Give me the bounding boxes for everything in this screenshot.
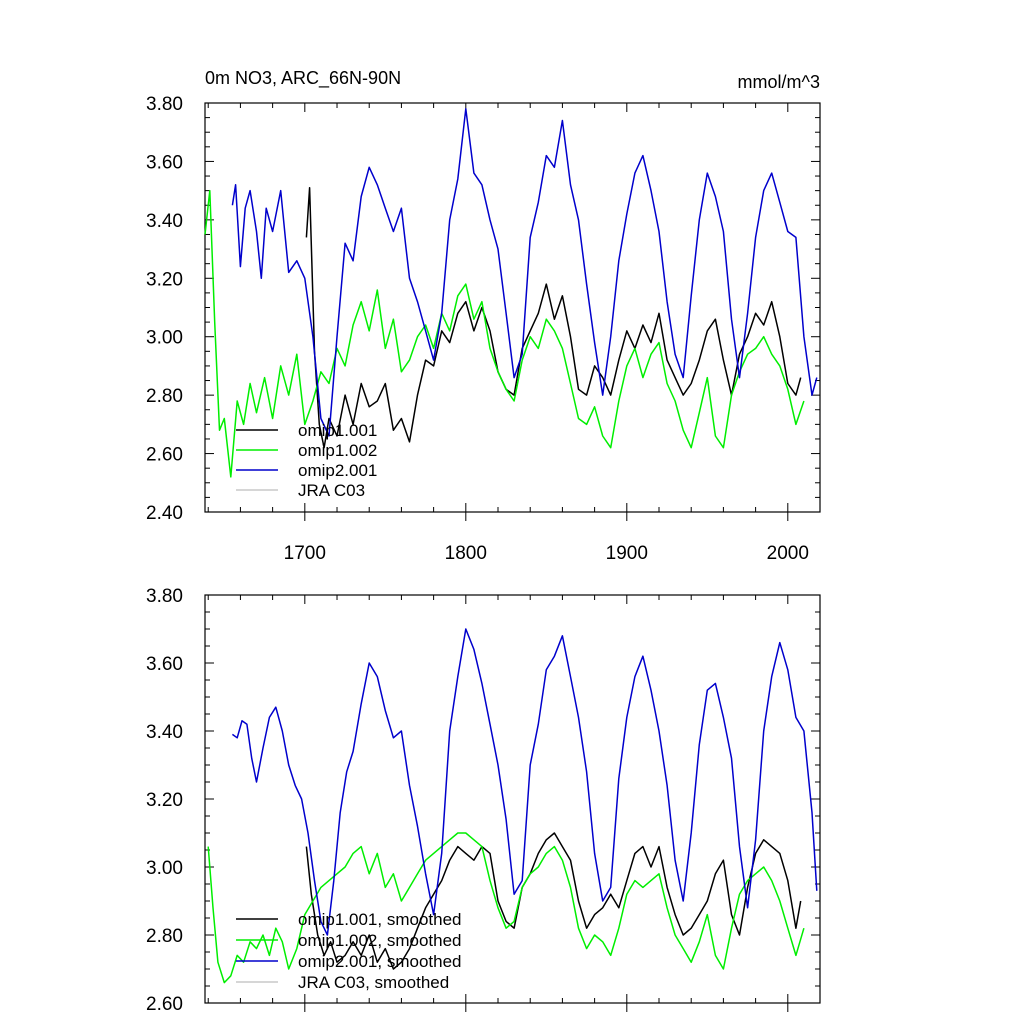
legend-label: omip2.001 bbox=[298, 461, 377, 480]
y-tick-label: 3.80 bbox=[146, 94, 183, 115]
x-tick-label: 1800 bbox=[445, 543, 487, 564]
legend-label: JRA C03 bbox=[298, 481, 365, 500]
y-tick-label: 3.60 bbox=[146, 654, 183, 675]
legend-label: omip2.001, smoothed bbox=[298, 952, 462, 971]
series-line-omip1-002-smoothed bbox=[207, 832, 805, 984]
y-tick-label: 3.20 bbox=[146, 269, 183, 290]
y-tick-label: 3.60 bbox=[146, 152, 183, 173]
series-line-omip1-001-smoothed bbox=[305, 832, 802, 970]
y-tick-label: 3.20 bbox=[146, 790, 183, 811]
y-tick-label: 3.40 bbox=[146, 211, 183, 232]
y-tick-label: 2.40 bbox=[146, 503, 183, 524]
y-tick-label: 2.60 bbox=[146, 994, 183, 1015]
x-tick-label: 1700 bbox=[284, 543, 326, 564]
legend-label: omip1.001, smoothed bbox=[298, 910, 462, 929]
bottom-legend: omip1.001, smoothed omip1.002, smoothed om… bbox=[236, 910, 462, 992]
series-line-omip1-002 bbox=[204, 189, 805, 478]
bottom-panel: 2.60 2.80 3.00 3.20 3.40 3.60 3.80 omip1.001, … bbox=[146, 586, 821, 1015]
legend-label: JRA C03, smoothed bbox=[298, 973, 449, 992]
y-tick-label: 3.80 bbox=[146, 586, 183, 607]
series-line-omip2-001 bbox=[231, 108, 818, 437]
top-plot-area: 2.40 2.60 2.80 3.00 3.20 3.40 3.60 3.80 1700 1800… bbox=[146, 94, 821, 564]
top-panel: 0m NO3, ARC_66N-90N mmol/m^3 2.40 2.60 2.8… bbox=[146, 68, 821, 564]
legend-label: omip1.001 bbox=[298, 421, 377, 440]
y-tick-label: 2.80 bbox=[146, 926, 183, 947]
top-chart-title: 0m NO3, ARC_66N-90N bbox=[205, 68, 401, 89]
y-tick-label: 2.60 bbox=[146, 445, 183, 466]
x-tick-label: 1900 bbox=[606, 543, 648, 564]
y-tick-label: 3.00 bbox=[146, 328, 183, 349]
legend-label: omip1.002 bbox=[298, 441, 377, 460]
top-chart-units: mmol/m^3 bbox=[738, 72, 820, 92]
bottom-plot-area: 2.60 2.80 3.00 3.20 3.40 3.60 3.80 bbox=[146, 586, 821, 1015]
legend-label: omip1.002, smoothed bbox=[298, 931, 462, 950]
y-tick-label: 2.80 bbox=[146, 386, 183, 407]
series-line-omip2-001-smoothed bbox=[231, 628, 818, 936]
series-line-omip1-001 bbox=[305, 186, 802, 449]
y-tick-label: 3.40 bbox=[146, 722, 183, 743]
x-tick-label: 2000 bbox=[767, 543, 809, 564]
y-tick-label: 3.00 bbox=[146, 858, 183, 879]
